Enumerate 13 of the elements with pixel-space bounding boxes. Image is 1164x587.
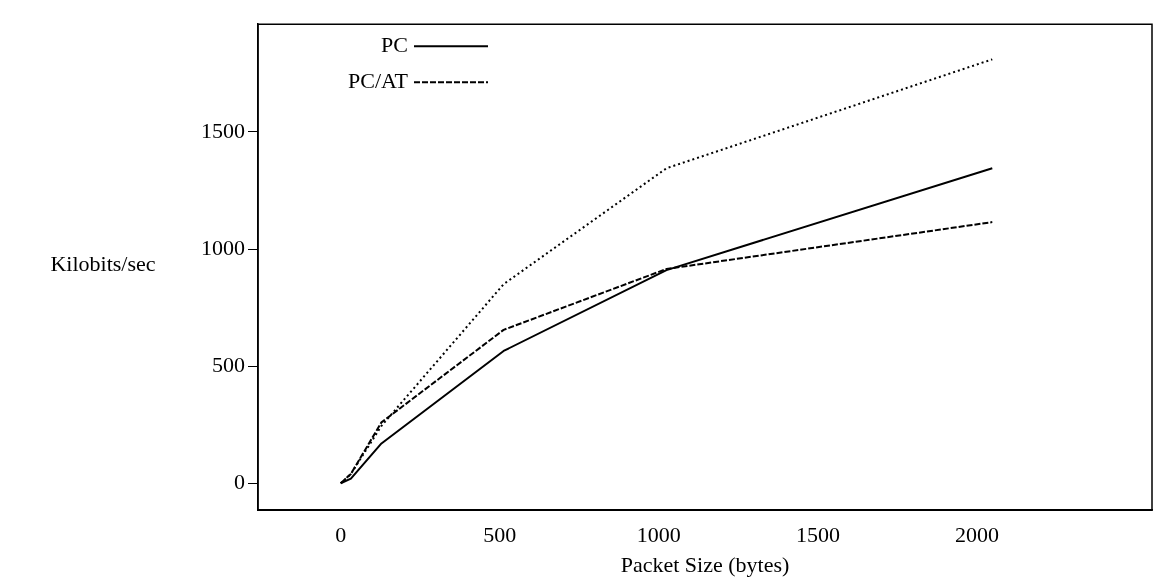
x-tick-label: 0 (335, 522, 347, 548)
x-axis-title: Packet Size (bytes) (620, 551, 790, 577)
legend-label: PC/AT (348, 67, 409, 93)
y-tick-label: 500 (212, 351, 245, 377)
y-axis-title: Kilobits/sec (49, 250, 157, 277)
y-tick-label: 1500 (201, 117, 245, 143)
x-tick-label: 2000 (955, 522, 1000, 548)
x-tick-label: 1000 (636, 522, 681, 548)
y-tick-label: 1000 (201, 234, 245, 260)
x-tick-label: 500 (483, 522, 517, 548)
x-tick-label: 1500 (795, 522, 840, 548)
y-tick-label: 0 (234, 469, 245, 495)
legend-label: PC (381, 31, 408, 57)
